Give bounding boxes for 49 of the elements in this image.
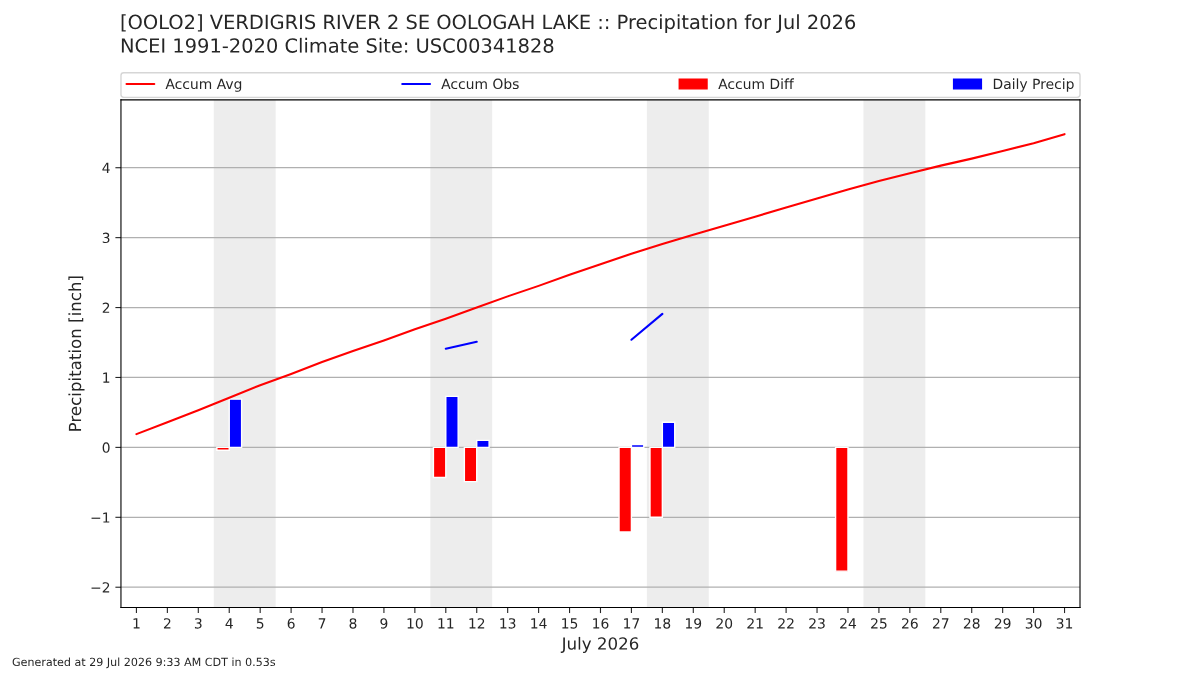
legend-label: Accum Obs [441, 78, 519, 90]
x-tick-label: 18 [655, 618, 671, 629]
x-tick-label: 14 [531, 618, 547, 629]
x-tick-label: 12 [469, 618, 485, 629]
x-tick-label: 21 [747, 618, 763, 629]
x-tick-label: 31 [1056, 618, 1073, 629]
x-tick-label: 17 [624, 618, 640, 629]
x-tick-label: 9 [380, 618, 388, 629]
y-tick-label: 2 [102, 302, 110, 313]
x-tick-label: 6 [287, 618, 295, 629]
x-axis-title: July 2026 [560, 636, 639, 654]
chart-title: [OOLO2] VERDIGRIS RIVER 2 SE OOLOGAH LAKE :: Precipitation for Jul 2026 [121, 14, 856, 34]
text: Generated at 29 Jul 2026 9:33 AM CDT in 0.53s [12, 657, 276, 669]
x-tick-label: 26 [902, 618, 918, 629]
x-tick-label: 29 [994, 618, 1011, 629]
x-tick-label: 16 [593, 618, 609, 629]
x-tick-label: 22 [778, 618, 794, 629]
x-tick-label: 15 [562, 618, 578, 629]
x-tick-label: 7 [318, 618, 326, 629]
line-series [135, 133, 1066, 436]
x-tick-label: 3 [194, 618, 202, 629]
x-tick-label: 23 [809, 618, 825, 629]
x-tick-label: 4 [225, 618, 233, 629]
x-tick-label: 19 [685, 618, 702, 629]
x-tick-label: 20 [716, 618, 733, 629]
y-tick-label: 1 [103, 372, 110, 383]
y-axis-title: Precipitation [inch] [68, 276, 85, 431]
x-tick-label: 2 [163, 618, 171, 629]
legend-label: Accum Diff [718, 78, 795, 90]
legend-label: Daily Precip [993, 78, 1074, 92]
x-tick-label: 8 [349, 618, 357, 629]
y-tick-label: −2 [91, 582, 110, 593]
y-tick-label: 0 [102, 442, 110, 453]
legend-label: Accum Avg [165, 78, 242, 92]
chart-subtitle: NCEI 1991-2020 Climate Site: USC00341828 [121, 37, 554, 53]
x-tick-label: 27 [932, 618, 949, 629]
bar [834, 446, 849, 572]
x-tick-label: 30 [1025, 618, 1042, 629]
x-tick-label: 25 [871, 618, 887, 629]
x-tick-label: 13 [500, 618, 516, 629]
x-tick-label: 28 [963, 618, 980, 629]
y-tick-label: 4 [102, 162, 110, 173]
x-tick-label: 11 [438, 618, 454, 629]
x-tick-label: 10 [407, 618, 423, 629]
x-tick-label: 24 [840, 618, 857, 629]
x-tick-label: 1 [133, 618, 140, 629]
y-tick-label: 3 [102, 232, 110, 244]
y-tick-label: −1 [91, 512, 110, 523]
x-tick-label: 5 [256, 618, 264, 629]
